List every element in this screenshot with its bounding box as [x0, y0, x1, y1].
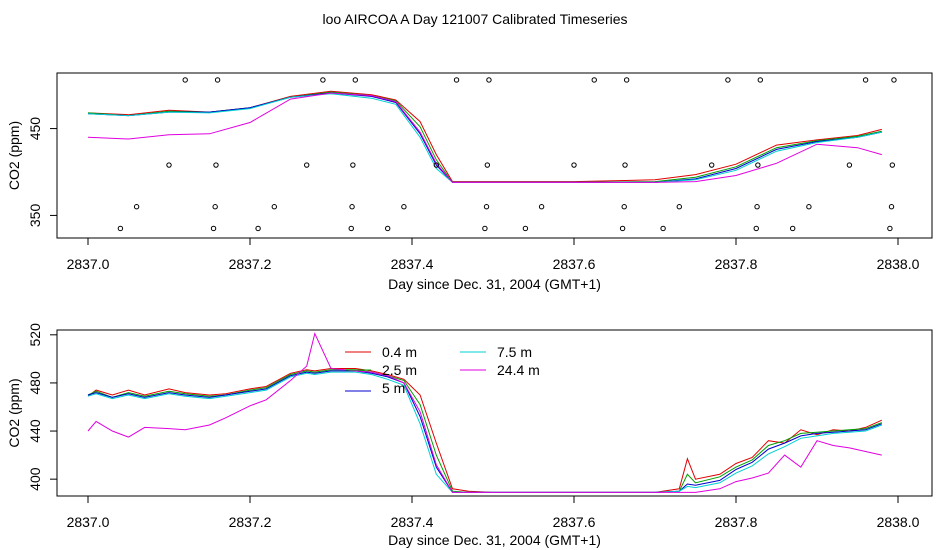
status-point: [117, 225, 124, 232]
x-axis-label: Day since Dec. 31, 2004 (GMT+1): [388, 532, 601, 548]
status-point: [753, 225, 759, 232]
series-line-5-m: [87, 370, 882, 493]
y-tick-label: 350: [27, 204, 43, 228]
x-tick-label: 2837.0: [67, 514, 110, 530]
legend-label: 2.5 m: [382, 362, 417, 378]
series-line-7-5-m: [87, 371, 882, 493]
status-point: [709, 162, 715, 168]
legend-label: 5 m: [382, 380, 405, 396]
status-point: [622, 162, 628, 168]
x-axis-label: Day since Dec. 31, 2004 (GMT+1): [388, 276, 601, 292]
series-line-2-5-m: [87, 91, 882, 183]
status-point: [591, 77, 597, 83]
series-line-0-4-m: [87, 368, 883, 493]
status-point: [453, 77, 460, 83]
status-point: [385, 225, 391, 232]
status-point: [619, 225, 626, 232]
y-tick-label: 480: [27, 371, 43, 395]
plot-frame-1: [56, 72, 933, 239]
x-tick-label: 2837.4: [391, 256, 434, 272]
y-tick-label: 520: [27, 323, 43, 347]
status-point: [401, 204, 407, 210]
plot-frame-2: [56, 329, 933, 497]
status-point: [212, 204, 218, 210]
y-tick-label: 440: [27, 419, 43, 443]
status-point: [213, 162, 219, 168]
x-tick-label: 2837.2: [229, 514, 272, 530]
x-tick-label: 2837.0: [67, 256, 110, 272]
status-point: [352, 77, 358, 83]
status-point: [538, 204, 545, 210]
x-tick-label: 2838.0: [877, 514, 920, 530]
status-point: [806, 204, 812, 210]
status-point: [660, 225, 666, 232]
status-point: [486, 77, 492, 83]
status-point: [350, 162, 356, 168]
status-point: [846, 162, 853, 168]
series-line-0-4-m: [87, 90, 882, 183]
status-point: [621, 204, 627, 210]
status-point: [349, 204, 355, 210]
series-line-2-5-m: [87, 369, 882, 493]
legend-label: 0.4 m: [382, 344, 417, 360]
y-tick-label: 450: [27, 117, 43, 141]
status-point: [676, 204, 682, 210]
legend-label: 24.4 m: [497, 362, 540, 378]
x-tick-label: 2837.6: [553, 256, 596, 272]
status-point: [862, 77, 869, 83]
status-point: [757, 77, 763, 83]
status-point: [133, 204, 140, 210]
status-point: [790, 225, 796, 232]
status-point: [484, 162, 491, 168]
status-point: [482, 225, 488, 232]
series-line-24-4-m: [87, 332, 882, 493]
x-tick-label: 2837.8: [715, 256, 758, 272]
status-point: [348, 225, 354, 232]
status-point: [888, 204, 895, 210]
series-line-7-5-m: [87, 93, 882, 183]
y-axis-label: CO2 (ppm): [6, 121, 22, 190]
status-point: [320, 77, 326, 83]
status-point: [623, 77, 630, 83]
status-point: [166, 162, 172, 168]
status-point: [725, 77, 731, 83]
legend-label: 7.5 m: [497, 344, 532, 360]
x-tick-label: 2837.2: [229, 256, 272, 272]
status-point: [755, 162, 761, 168]
status-point: [571, 162, 577, 168]
status-point: [304, 162, 310, 168]
x-tick-label: 2838.0: [877, 256, 920, 272]
chart-title: loo AIRCOA A Day 121007 Calibrated Times…: [322, 11, 628, 27]
status-point: [891, 77, 897, 83]
status-point: [754, 204, 760, 210]
status-point: [522, 225, 529, 232]
x-tick-label: 2837.8: [715, 514, 758, 530]
status-point: [255, 225, 261, 232]
status-point: [887, 225, 893, 232]
status-point: [483, 204, 490, 210]
x-tick-label: 2837.4: [391, 514, 434, 530]
series-line-24-4-m: [87, 92, 882, 183]
status-point: [889, 162, 896, 168]
series-line-5-m: [87, 92, 882, 183]
status-point: [210, 225, 217, 232]
y-tick-label: 400: [27, 467, 43, 491]
status-point: [182, 77, 188, 83]
status-point: [271, 204, 277, 210]
status-point: [214, 77, 221, 83]
y-axis-label: CO2 (ppm): [6, 378, 22, 447]
status-point: [433, 162, 439, 168]
x-tick-label: 2837.6: [553, 514, 596, 530]
